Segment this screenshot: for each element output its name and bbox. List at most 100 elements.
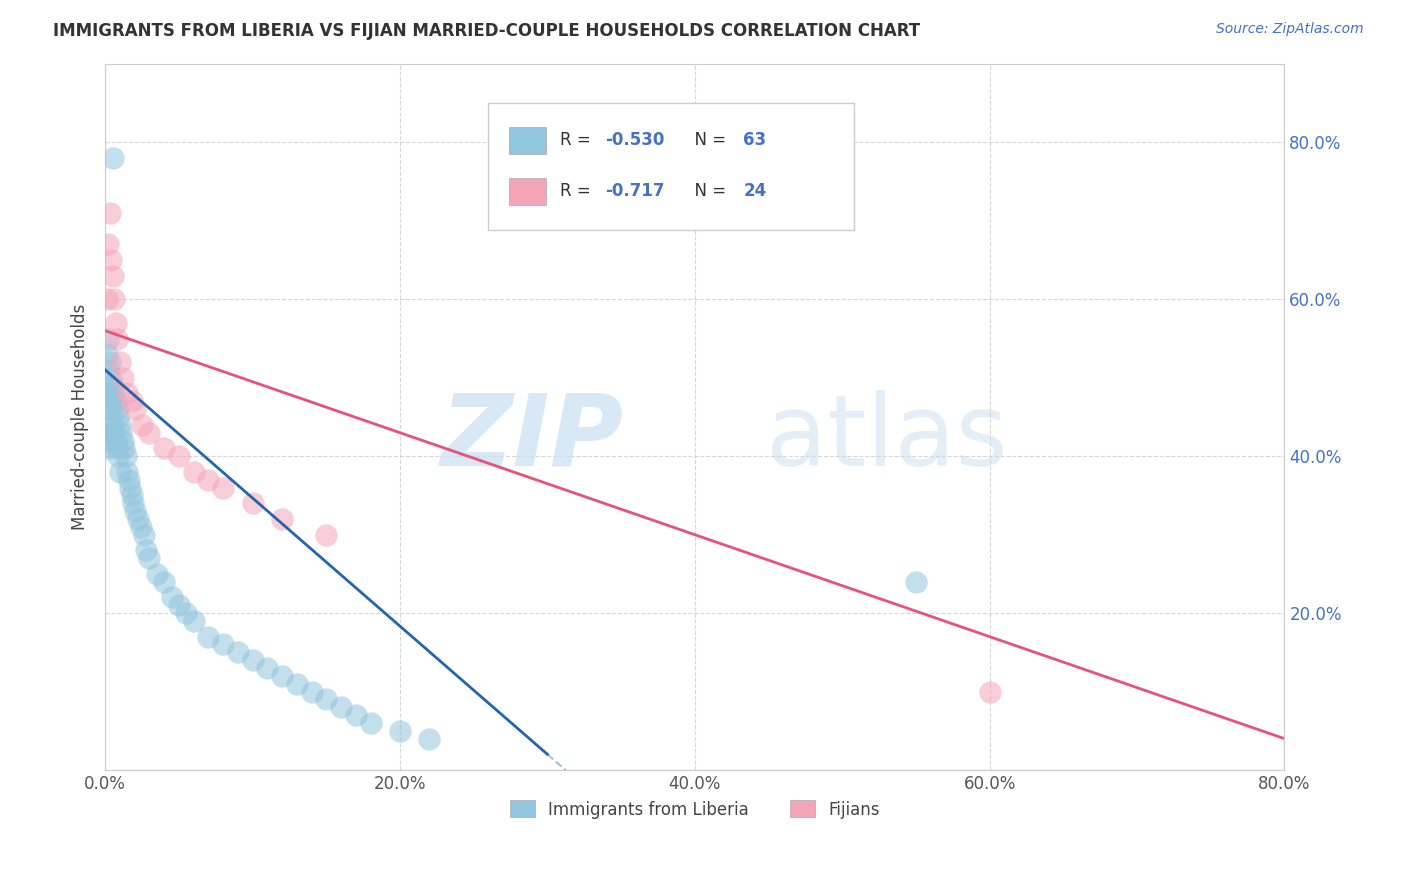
Point: [105, 332, 128, 346]
Point: [127, 512, 149, 526]
Point: [100, 434, 122, 448]
Point: [904, 574, 927, 589]
Point: [98, 394, 121, 409]
Point: [97, 363, 120, 377]
Point: [183, 465, 205, 479]
Point: [103, 386, 125, 401]
Point: [131, 417, 153, 432]
Point: [138, 425, 160, 440]
Point: [96, 293, 118, 307]
FancyBboxPatch shape: [509, 178, 547, 204]
Point: [167, 599, 190, 613]
Point: [96, 347, 118, 361]
Point: [242, 496, 264, 510]
Point: [121, 488, 143, 502]
Text: atlas: atlas: [766, 390, 1007, 487]
Point: [115, 449, 138, 463]
Point: [100, 253, 122, 268]
Text: 63: 63: [744, 131, 766, 149]
Point: [138, 551, 160, 566]
Point: [111, 371, 134, 385]
Point: [389, 723, 412, 738]
Point: [315, 527, 337, 541]
Point: [108, 465, 131, 479]
Point: [105, 442, 128, 456]
Point: [197, 473, 219, 487]
Point: [226, 645, 249, 659]
Point: [146, 566, 169, 581]
Legend: Immigrants from Liberia, Fijians: Immigrants from Liberia, Fijians: [503, 794, 887, 825]
Point: [101, 151, 124, 165]
Point: [97, 386, 120, 401]
FancyBboxPatch shape: [509, 127, 547, 153]
Point: [183, 614, 205, 628]
Point: [122, 496, 145, 510]
Point: [108, 355, 131, 369]
Point: [160, 591, 183, 605]
Text: ZIP: ZIP: [441, 390, 624, 487]
Point: [174, 606, 197, 620]
Point: [271, 512, 294, 526]
Point: [212, 638, 235, 652]
Point: [100, 402, 122, 417]
Point: [124, 504, 146, 518]
Point: [107, 449, 129, 463]
Point: [315, 692, 337, 706]
Point: [97, 237, 120, 252]
Point: [129, 520, 152, 534]
Point: [107, 410, 129, 425]
Point: [285, 676, 308, 690]
Point: [118, 473, 141, 487]
Point: [97, 332, 120, 346]
Point: [344, 708, 367, 723]
Point: [120, 481, 142, 495]
Point: [271, 669, 294, 683]
Point: [96, 402, 118, 417]
Text: N =: N =: [685, 131, 731, 149]
Point: [167, 449, 190, 463]
Point: [98, 206, 121, 220]
Point: [242, 653, 264, 667]
Point: [96, 425, 118, 440]
Point: [96, 442, 118, 456]
Point: [197, 630, 219, 644]
Point: [153, 442, 176, 456]
Point: [153, 574, 176, 589]
Point: [135, 543, 157, 558]
Point: [124, 402, 146, 417]
Point: [117, 465, 139, 479]
Text: IMMIGRANTS FROM LIBERIA VS FIJIAN MARRIED-COUPLE HOUSEHOLDS CORRELATION CHART: IMMIGRANTS FROM LIBERIA VS FIJIAN MARRIE…: [53, 22, 921, 40]
Point: [104, 394, 127, 409]
Point: [301, 684, 323, 698]
Point: [97, 417, 120, 432]
Text: R =: R =: [561, 182, 596, 200]
Text: -0.530: -0.530: [605, 131, 665, 149]
Text: N =: N =: [685, 182, 731, 200]
Point: [103, 293, 125, 307]
Point: [98, 425, 121, 440]
Point: [256, 661, 278, 675]
Point: [103, 425, 125, 440]
Y-axis label: Married-couple Households: Married-couple Households: [72, 304, 89, 530]
Point: [96, 378, 118, 392]
Text: 24: 24: [744, 182, 766, 200]
Text: Source: ZipAtlas.com: Source: ZipAtlas.com: [1216, 22, 1364, 37]
Point: [132, 527, 155, 541]
Point: [117, 386, 139, 401]
Point: [108, 417, 131, 432]
Point: [111, 434, 134, 448]
Point: [110, 425, 132, 440]
Point: [212, 481, 235, 495]
Point: [418, 731, 440, 746]
Point: [105, 402, 128, 417]
Point: [101, 268, 124, 283]
Point: [101, 378, 124, 392]
Point: [104, 316, 127, 330]
FancyBboxPatch shape: [488, 103, 853, 230]
Point: [101, 417, 124, 432]
Point: [330, 700, 353, 714]
Point: [121, 394, 143, 409]
Point: [104, 434, 127, 448]
Point: [98, 355, 121, 369]
Point: [112, 442, 135, 456]
